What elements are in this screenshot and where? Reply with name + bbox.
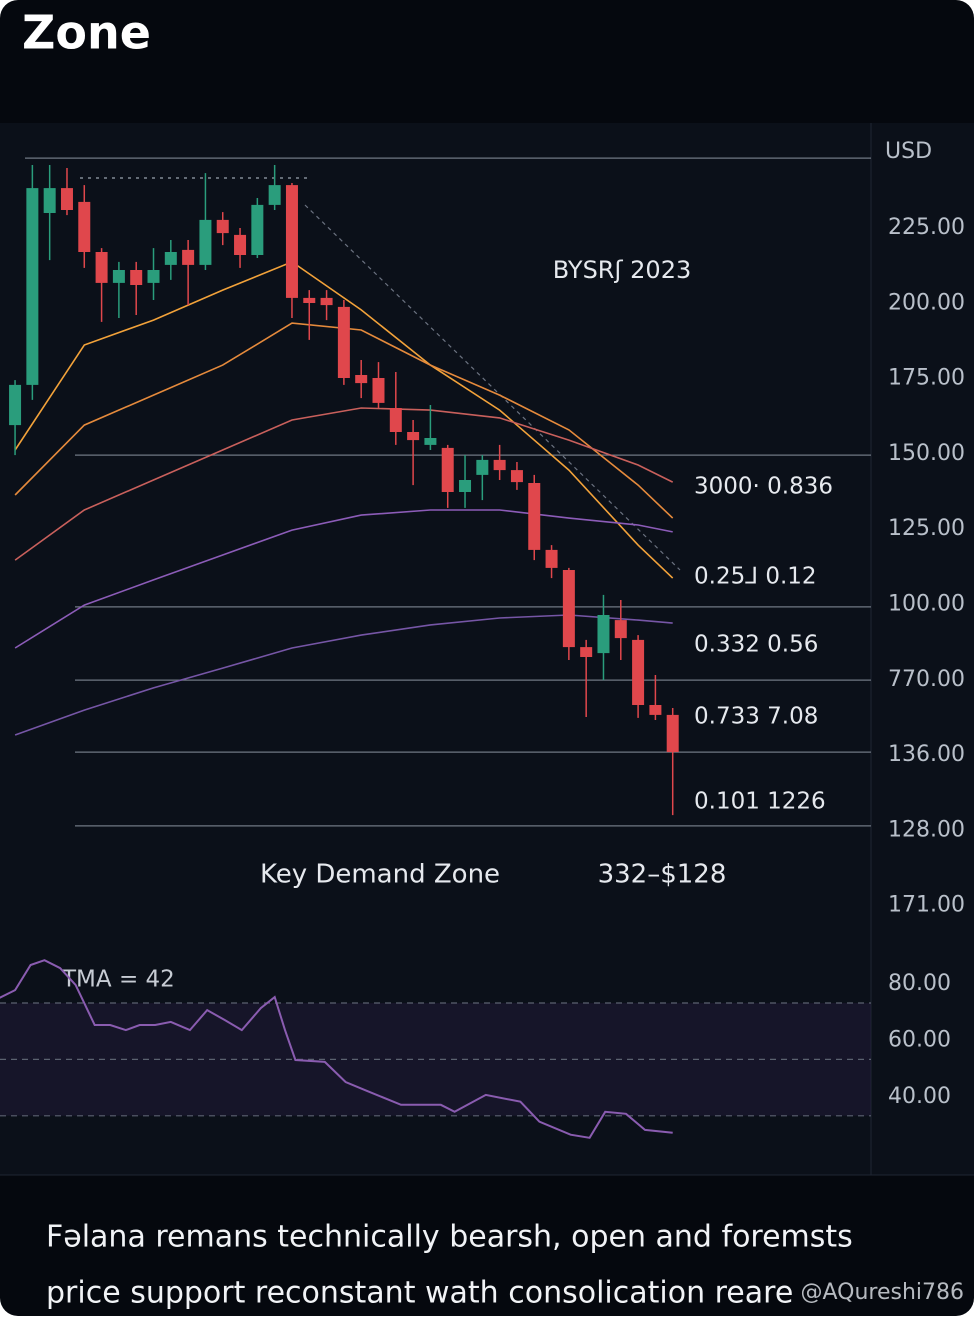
y-tick-label: 40.00: [888, 1084, 951, 1109]
candle-body: [112, 270, 125, 283]
moving-average: [14, 614, 673, 736]
candle-body: [441, 447, 454, 492]
y-tick-label: 125.00: [888, 516, 965, 541]
candle-body: [510, 470, 523, 483]
level-label: 0.25⅃ 0.12: [694, 564, 817, 590]
candle-body: [649, 705, 662, 715]
moving-average: [14, 407, 674, 561]
y-tick-label: 128.00: [888, 817, 965, 842]
candle-body: [476, 459, 489, 475]
candle-body: [459, 480, 472, 492]
candle-body: [389, 408, 402, 432]
chart-panel: [0, 123, 974, 1175]
candle-body: [199, 219, 212, 265]
candle-body: [666, 714, 679, 753]
candle-body: [372, 378, 385, 403]
candle-body: [614, 620, 627, 639]
candle-body: [182, 249, 195, 265]
candle-body: [303, 297, 316, 303]
zone-range: 332–$128: [598, 860, 727, 890]
moving-average: [14, 509, 673, 649]
level-label: 0.332 0.56: [694, 632, 818, 658]
candle-body: [407, 432, 420, 441]
y-tick-label: 770.00: [888, 667, 965, 692]
caption-line: Fəlana remans technically bearsh, open a…: [46, 1220, 853, 1255]
candle-body: [234, 234, 247, 255]
oscillator-line: [0, 959, 673, 1139]
candle-body: [60, 188, 73, 210]
candle-body: [251, 204, 264, 255]
candle-body: [493, 459, 506, 471]
moving-average: [14, 260, 674, 579]
zone-label: Key Demand Zone: [260, 860, 500, 890]
candle-body: [130, 270, 143, 285]
candle-body: [268, 185, 281, 205]
candle-body: [95, 252, 108, 283]
candle-body: [285, 185, 298, 298]
level-label: 0.733 7.08: [694, 704, 818, 730]
candle-body: [580, 647, 593, 657]
candle-body: [26, 188, 39, 385]
y-tick-label: 100.00: [888, 592, 965, 617]
caption-line: price support reconstant wath consolicat…: [46, 1276, 793, 1311]
candle-body: [9, 384, 22, 426]
y-tick-label: 60.00: [888, 1027, 951, 1052]
candle-body: [337, 306, 350, 378]
candle-body: [545, 549, 558, 568]
candle-body: [216, 219, 229, 234]
watermark: @AQureshi786: [800, 1280, 964, 1305]
candle-body: [164, 252, 177, 265]
level-label: 3000· 0.836: [694, 474, 833, 500]
level-label: 0.101 1226: [694, 789, 826, 815]
y-tick-label: 225.00: [888, 215, 965, 240]
candle-body: [562, 570, 575, 648]
axis-unit: USD: [885, 139, 932, 164]
y-tick-label: 175.00: [888, 366, 965, 391]
title: Zone: [22, 6, 151, 60]
candle-body: [424, 438, 437, 445]
candle-body: [528, 483, 541, 550]
y-tick-label: 150.00: [888, 441, 965, 466]
candle-body: [597, 615, 610, 654]
annotation: BYSRʃ 2023: [553, 256, 692, 284]
candle-body: [355, 375, 368, 384]
candle-body: [320, 297, 333, 306]
oscillator-label: TMA = 42: [61, 967, 175, 993]
y-tick-label: 200.00: [888, 290, 965, 315]
candle-body: [147, 270, 160, 283]
candle-body: [632, 639, 645, 705]
candle-body: [78, 201, 91, 252]
y-tick-label: 80.00: [888, 971, 951, 996]
y-tick-label: 171.00: [888, 893, 965, 918]
y-tick-label: 136.00: [888, 742, 965, 767]
candle-body: [43, 188, 56, 213]
